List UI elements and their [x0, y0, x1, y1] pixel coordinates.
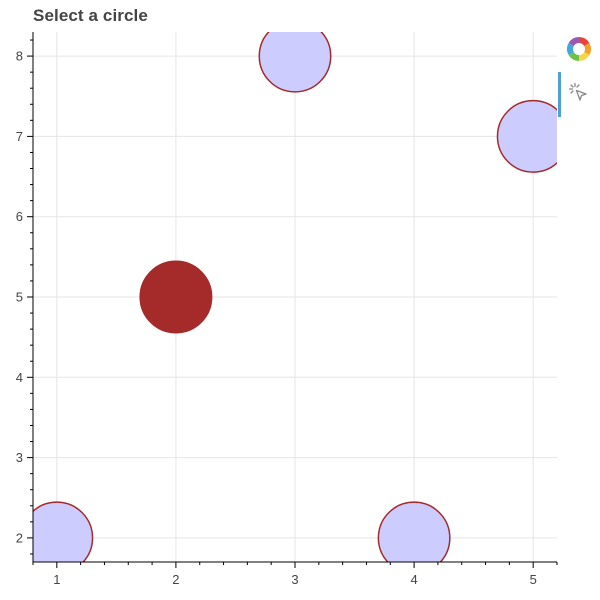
circle-marker[interactable] — [496, 99, 568, 173]
active-tool-indicator — [558, 72, 561, 117]
circle-marker[interactable] — [21, 501, 94, 573]
circle-marker-selected[interactable] — [139, 260, 213, 334]
y-tick-label: 7 — [16, 129, 23, 144]
y-tick-label: 3 — [16, 450, 23, 465]
x-tick-label: 3 — [291, 572, 298, 587]
x-tick-label: 1 — [53, 572, 60, 587]
circle-marker[interactable] — [258, 20, 332, 93]
plot-title: Select a circle — [33, 6, 148, 25]
y-tick-label: 8 — [16, 49, 23, 64]
y-tick-label: 6 — [16, 209, 23, 224]
y-tick-label: 5 — [16, 290, 23, 305]
y-tick-label: 2 — [16, 530, 23, 545]
toolbar — [558, 30, 600, 130]
bokeh-logo-icon[interactable] — [565, 35, 593, 63]
x-tick-label: 5 — [530, 572, 537, 587]
y-tick-label: 4 — [16, 370, 23, 385]
circle-markers — [21, 20, 568, 573]
x-tick-label: 4 — [410, 572, 417, 587]
axes: 2 3 4 5 6 7 8 1 2 3 4 5 — [16, 32, 558, 587]
circle-marker[interactable] — [377, 501, 451, 573]
tap-select-icon[interactable] — [568, 82, 590, 104]
x-tick-label: 2 — [172, 572, 179, 587]
grid-lines — [33, 32, 557, 562]
